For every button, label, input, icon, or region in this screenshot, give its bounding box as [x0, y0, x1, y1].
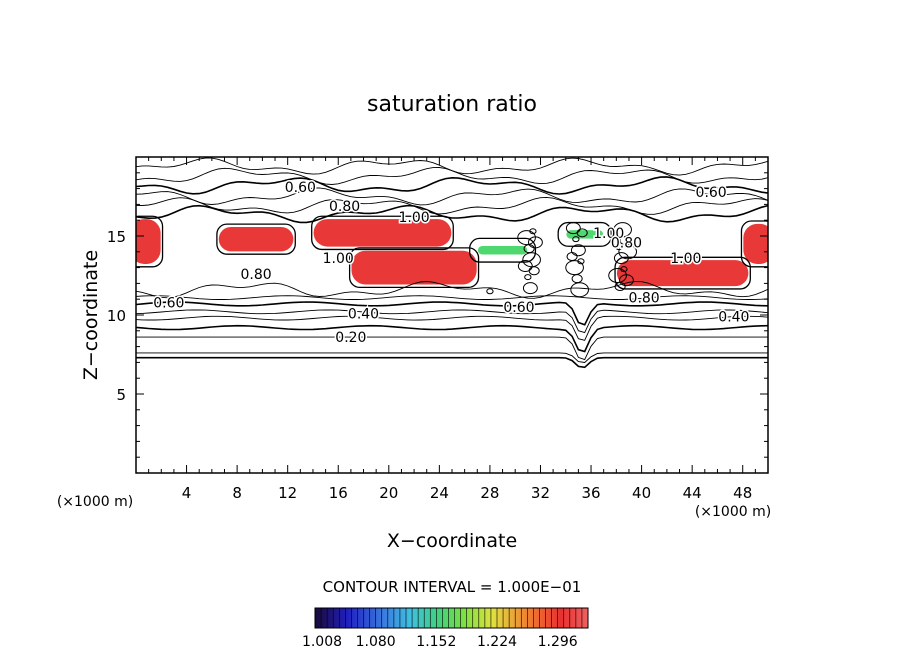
- contour-line: [517, 230, 536, 246]
- contour-line: [522, 252, 541, 268]
- contour-line: [522, 282, 538, 295]
- contour-label: 1.00: [593, 226, 624, 242]
- contour-line: [136, 324, 768, 353]
- contour-line: [528, 266, 540, 276]
- supersaturation-region: [616, 260, 749, 287]
- supersaturation-region: [313, 219, 452, 247]
- contour-label: 0.20: [335, 330, 366, 346]
- contour-line: [557, 221, 612, 247]
- x-unit-left: (×1000 m): [57, 494, 133, 510]
- contour-line: [572, 236, 580, 243]
- x-tick-label: 8: [232, 484, 242, 502]
- contour-line: [615, 244, 623, 251]
- y-tick-label: 5: [116, 386, 126, 404]
- contour-line: [614, 256, 751, 290]
- contour-label: 1.00: [398, 210, 429, 226]
- contour-line: [570, 244, 586, 257]
- contour-line: [565, 260, 584, 276]
- contour-label: 0.60: [696, 185, 727, 201]
- contour-line: [136, 167, 768, 185]
- contour-line: [136, 187, 768, 206]
- contour-line: [469, 237, 537, 263]
- contour-line: [136, 336, 768, 361]
- x-tick-label: 4: [182, 484, 192, 502]
- supersaturation-region: [218, 226, 294, 252]
- contour-label: 0.80: [629, 291, 660, 307]
- x-tick-label: 16: [329, 484, 348, 502]
- x-tick-label: 36: [581, 484, 600, 502]
- contour-line: [740, 220, 768, 268]
- x-tick-label: 48: [733, 484, 752, 502]
- contour-line: [570, 282, 589, 298]
- x-unit-right: (×1000 m): [695, 504, 771, 520]
- contour-label: 0.40: [718, 310, 749, 326]
- contour-label: 0.40: [348, 306, 379, 322]
- contour-line: [216, 223, 296, 255]
- contour-line: [618, 244, 638, 260]
- colorbar-label: 1.224: [477, 634, 517, 650]
- x-axis-label: X−coordinate: [387, 530, 517, 552]
- supersaturation-region: [136, 219, 161, 264]
- x-tick-label: 24: [430, 484, 449, 502]
- contour-line: [136, 196, 768, 215]
- contour-line: [136, 176, 768, 195]
- contour-label: 0.80: [611, 235, 642, 251]
- chart-title: saturation ratio: [367, 92, 537, 117]
- contour-line: [608, 268, 627, 283]
- contour-line: [136, 215, 164, 268]
- contour-line: [517, 260, 533, 273]
- colorbar-label: 1.080: [356, 634, 396, 650]
- x-tick-label: 28: [480, 484, 499, 502]
- contour-line: [566, 252, 578, 262]
- contour-line: [136, 352, 768, 363]
- colorbar-label: 1.296: [538, 634, 578, 650]
- contour-line: [136, 204, 768, 224]
- x-tick-label: 40: [632, 484, 651, 502]
- contour-line: [613, 252, 629, 265]
- colorbar: [314, 607, 589, 629]
- contour-line: [613, 222, 632, 238]
- contour-lines: [136, 157, 768, 369]
- x-tick-label: 32: [531, 484, 550, 502]
- contour-label: 0.80: [240, 267, 271, 283]
- contour-label: 0.60: [503, 300, 534, 316]
- contour-label: 0.60: [153, 295, 184, 311]
- contour-label: 0.80: [329, 199, 360, 215]
- contour-line: [136, 315, 768, 341]
- contour-line: [571, 274, 583, 284]
- y-axis-label: Z−coordinate: [80, 250, 102, 380]
- supersaturation-region: [351, 250, 477, 285]
- contour-line: [614, 282, 626, 292]
- y-tick-label: 15: [107, 228, 126, 246]
- supersaturation-region: [743, 223, 768, 264]
- contour-interval: CONTOUR INTERVAL = 1.000E−01: [323, 578, 582, 596]
- contour-line: [311, 215, 454, 251]
- x-tick-label: 12: [278, 484, 297, 502]
- contour-line: [565, 222, 581, 235]
- contour-line: [136, 157, 768, 176]
- y-tick-label: 10: [107, 307, 126, 325]
- contour-label: 1.00: [323, 251, 354, 267]
- contour-line: [136, 295, 768, 300]
- contour-line: [136, 309, 768, 334]
- contour-line: [136, 356, 768, 369]
- contour-label: 1.00: [670, 251, 701, 267]
- contour-line: [524, 274, 532, 281]
- contour-line: [486, 288, 494, 295]
- contour-line: [348, 247, 480, 289]
- supersaturation-region: [477, 245, 528, 255]
- contour-line: [136, 301, 768, 326]
- x-tick-label: 20: [379, 484, 398, 502]
- colorbar-label: 1.008: [302, 634, 342, 650]
- plot-frame: [135, 156, 769, 474]
- colorbar-label: 1.152: [416, 634, 456, 650]
- contour-label: 0.60: [285, 180, 316, 196]
- x-tick-label: 44: [683, 484, 702, 502]
